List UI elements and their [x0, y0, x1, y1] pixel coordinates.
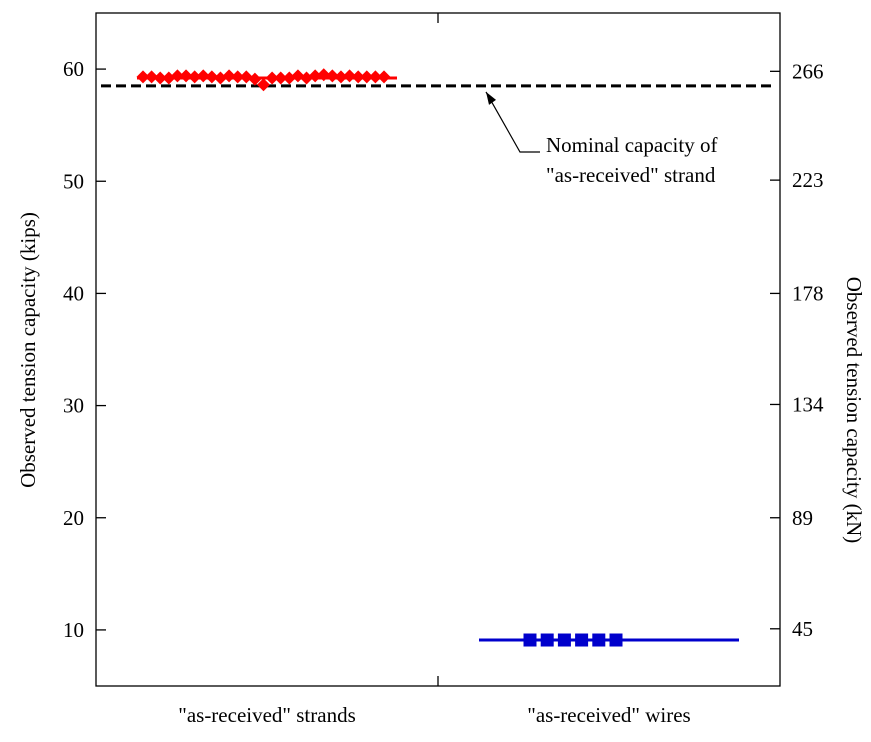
- right-tick-label-5: 266: [792, 59, 824, 83]
- series-0-point-10: [222, 69, 236, 83]
- right-tick-label-1: 89: [792, 506, 813, 530]
- series-1-point-3: [575, 633, 589, 647]
- nominal-capacity-reference: [101, 84, 775, 153]
- series-0-point-1: [145, 70, 159, 84]
- series-1-point-5: [609, 633, 623, 647]
- series-0-point-11: [231, 70, 245, 84]
- series-0-point-26: [360, 70, 374, 84]
- right-axis-title: Observed tension capacity (kN): [842, 277, 866, 544]
- reference-annotation-line2: "as-received" strand: [546, 163, 716, 187]
- right-tick-label-3: 178: [792, 281, 824, 305]
- left-tick-label-1: 20: [63, 506, 84, 530]
- data-series: [136, 68, 739, 647]
- reference-annotation-line1: Nominal capacity of: [546, 133, 717, 157]
- series-0-point-20: [308, 69, 322, 83]
- series-0-point-25: [351, 70, 365, 84]
- series-0-point-8: [205, 70, 219, 84]
- right-tick-label-4: 223: [792, 168, 824, 192]
- annotation-leader-line: [485, 91, 540, 153]
- series-0-point-24: [343, 69, 357, 83]
- series-1-point-2: [557, 633, 571, 647]
- right-tick-label-0: 45: [792, 617, 813, 641]
- series-0-point-27: [368, 70, 382, 84]
- series-0-point-5: [179, 69, 193, 83]
- right-y-axis: 45 89 134 178 223 266: [770, 59, 824, 641]
- series-0-point-15: [265, 71, 279, 85]
- annotation-arrowhead: [486, 91, 496, 105]
- category-label-1: "as-received" wires: [527, 703, 690, 727]
- x-axis: "as-received" strands "as-received" wires: [178, 13, 691, 727]
- left-tick-label-4: 50: [63, 169, 84, 193]
- left-tick-label-2: 30: [63, 394, 84, 418]
- series-0-point-28: [377, 70, 391, 84]
- series-0-point-6: [188, 70, 202, 84]
- series-1-point-0: [523, 633, 537, 647]
- series-0-point-14: [257, 78, 270, 92]
- series-0-point-2: [153, 71, 167, 85]
- series-0-point-16: [274, 71, 288, 85]
- series-0-point-22: [325, 69, 339, 83]
- series-0-point-4: [170, 69, 184, 83]
- left-y-axis: 10 20 30 40 50 60: [63, 57, 106, 642]
- series-0-point-0: [136, 70, 150, 84]
- series-0-point-23: [334, 70, 348, 84]
- left-tick-label-3: 40: [63, 281, 84, 305]
- left-axis-title: Observed tension capacity (kips): [16, 212, 40, 488]
- series-0-point-21: [317, 68, 331, 82]
- category-label-0: "as-received" strands: [178, 703, 356, 727]
- series-0-point-7: [196, 69, 210, 83]
- right-tick-label-2: 134: [792, 392, 824, 416]
- plot-frame: [95, 12, 781, 687]
- left-tick-label-5: 60: [63, 57, 84, 81]
- left-tick-label-0: 10: [63, 618, 84, 642]
- series-1-point-4: [592, 633, 606, 647]
- series-0-point-13: [248, 72, 262, 86]
- series-1-point-1: [540, 633, 554, 647]
